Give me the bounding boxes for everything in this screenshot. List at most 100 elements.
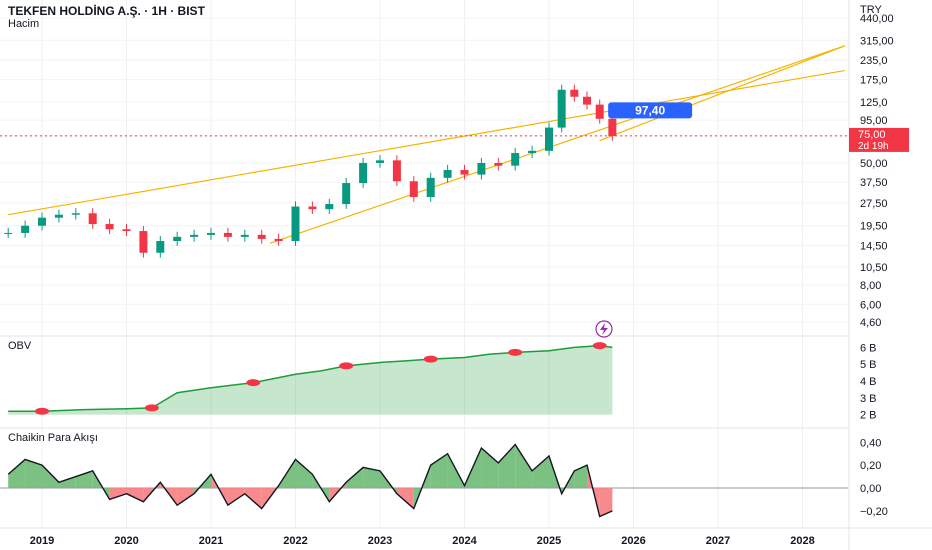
price-tick-label: 50,00 (860, 158, 888, 170)
time-tick-label: 2028 (790, 535, 814, 547)
candle-body (54, 214, 63, 218)
cmf-tick-label: −0,20 (860, 506, 888, 518)
cmf-area-segment (515, 444, 533, 488)
price-tick-label: 27,50 (860, 198, 888, 210)
cmf-tick-label: 0,40 (860, 437, 881, 449)
candle-body (595, 104, 604, 119)
price-tick-label: 315,00 (860, 35, 894, 47)
cmf-area-segment (58, 476, 76, 488)
candle-body (274, 238, 283, 242)
cmf-area-segment (430, 453, 448, 488)
cmf-area-segment (574, 465, 588, 488)
candle-body (139, 231, 148, 253)
cmf-area-segment (599, 488, 613, 517)
price-tick-label: 440,00 (860, 13, 894, 25)
obv-marker (35, 407, 49, 415)
time-tick-label: 2021 (199, 535, 223, 547)
cmf-area-segment (227, 488, 245, 506)
price-badge (849, 127, 909, 152)
candle-body (570, 89, 579, 97)
callout-box (608, 102, 693, 119)
obv-marker (423, 355, 438, 363)
cmf-line (7, 443, 613, 518)
cmf-area-segment (75, 470, 93, 488)
candle-body (511, 153, 520, 166)
chart-title: TEKFEN HOLDİNG A.Ş. · 1H · BIST (8, 4, 205, 18)
obv-tick-label: 3 B (860, 393, 877, 405)
candle-body (460, 169, 469, 175)
time-tick-label: 2023 (368, 535, 392, 547)
candle-body (88, 213, 97, 225)
candle-body (156, 241, 165, 253)
candle-body (223, 232, 232, 237)
price-tick-label: 14,50 (860, 240, 888, 252)
candle-body (494, 162, 503, 166)
candle-body (409, 181, 418, 198)
candle-body (21, 225, 30, 233)
candle-body (443, 169, 452, 178)
candle-body (190, 234, 199, 237)
cmf-area-segment (532, 456, 549, 488)
time-tick-label: 2019 (30, 535, 54, 547)
price-tick-label: 4,60 (860, 317, 881, 329)
time-tick-label: 2025 (537, 535, 561, 547)
candle-body (477, 162, 486, 175)
trendline-secondary (599, 45, 845, 142)
candle-body (71, 213, 80, 215)
price-tick-label: 8,00 (860, 280, 881, 292)
obv-tick-label: 4 B (860, 376, 877, 388)
candle-body (207, 232, 215, 235)
candle-body (257, 234, 266, 239)
obv-marker (508, 348, 523, 356)
obv-tick-label: 5 B (860, 359, 877, 371)
candle-body (545, 127, 553, 151)
price-tick-label: 125,0 (860, 97, 888, 109)
price-tick-label: 19,50 (860, 221, 888, 233)
price-tick-label: 95,00 (860, 115, 888, 127)
candle-body (38, 217, 46, 226)
cmf-area-segment (498, 444, 516, 488)
cmf-area-segment (396, 488, 414, 509)
obv-marker (144, 404, 159, 412)
candle-body (608, 118, 617, 136)
price-tick-label: 10,50 (860, 262, 888, 274)
obv-marker (246, 379, 261, 387)
candle-body (376, 160, 384, 163)
cmf-area-segment (295, 459, 313, 488)
candle-body (528, 150, 537, 154)
obv-tick-label: 6 B (860, 342, 877, 354)
time-tick-label: 2027 (706, 535, 730, 547)
candle-body (557, 89, 566, 128)
time-tick-label: 2026 (621, 535, 645, 547)
callout-value: 97,40 (635, 103, 665, 117)
obv-label: OBV (8, 340, 32, 352)
candle-body (4, 232, 13, 234)
price-badge-value: 75,00 (858, 129, 886, 141)
candle-body (342, 183, 351, 205)
cmf-tick-label: 0,20 (860, 460, 881, 472)
candle-body (240, 234, 249, 237)
trendline-lower (269, 45, 845, 244)
lightning-icon-glyph (600, 323, 608, 335)
obv-marker (592, 342, 607, 350)
price-badge-countdown: 2d 19h (858, 141, 889, 152)
obv-tick-label: 2 B (860, 410, 877, 422)
candle-body (325, 204, 334, 210)
candle-body (308, 206, 317, 210)
price-tick-label: 37,50 (860, 177, 888, 189)
cmf-area-segment (244, 488, 262, 509)
cmf-area-segment (25, 459, 42, 488)
price-tick-label: 6,00 (860, 299, 881, 311)
price-tick-label: 235,0 (860, 55, 888, 67)
cmf-area-segment (177, 488, 195, 506)
cmf-label: Chaikin Para Akışı (8, 432, 98, 444)
price-tick-label: 175,0 (860, 74, 888, 86)
candle-body (173, 236, 182, 242)
cmf-area-segment (8, 459, 26, 488)
candle-body (291, 206, 300, 242)
cmf-area-segment (346, 467, 364, 488)
cmf-area-segment (481, 448, 499, 488)
cmf-area-segment (42, 465, 59, 488)
obv-area (8, 345, 613, 415)
